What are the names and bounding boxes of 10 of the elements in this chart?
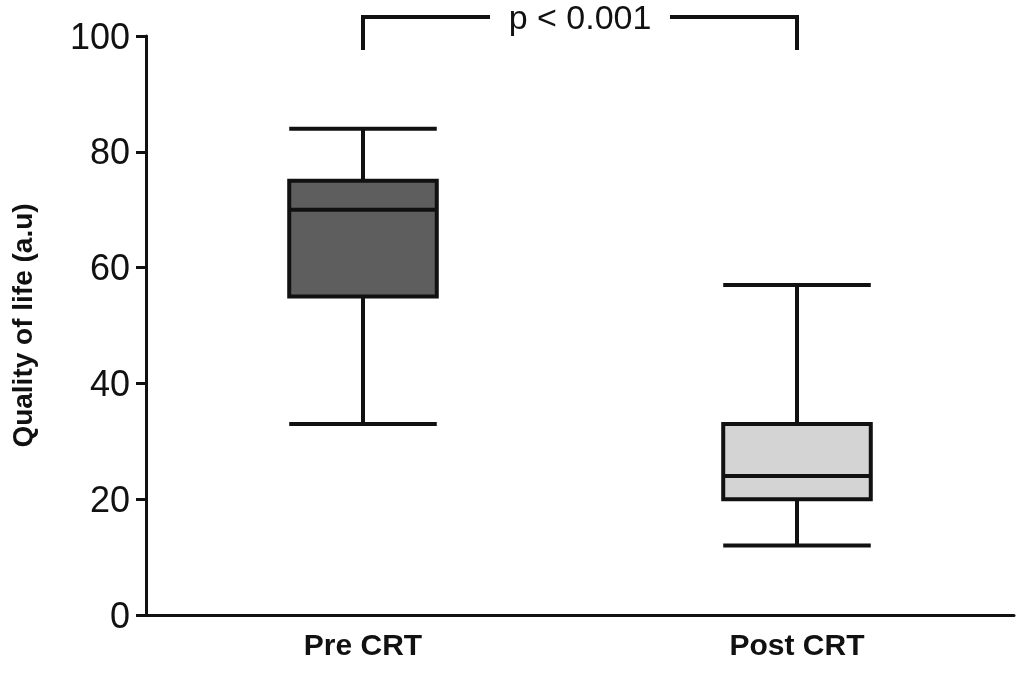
y-tick-label: 60 bbox=[89, 247, 130, 289]
y-axis-title: Quality of life (a.u) bbox=[6, 203, 38, 448]
y-tick-label: 40 bbox=[89, 362, 130, 404]
y-tick-label: 80 bbox=[89, 131, 130, 173]
y-tick-label: 20 bbox=[89, 478, 130, 520]
x-tick-label: Pre CRT bbox=[303, 627, 423, 661]
y-tick-label: 100 bbox=[69, 15, 130, 57]
x-tick-label: Post CRT bbox=[729, 627, 865, 661]
y-tick-label: 0 bbox=[109, 594, 130, 636]
text: p < 0.001 bbox=[508, 0, 652, 36]
